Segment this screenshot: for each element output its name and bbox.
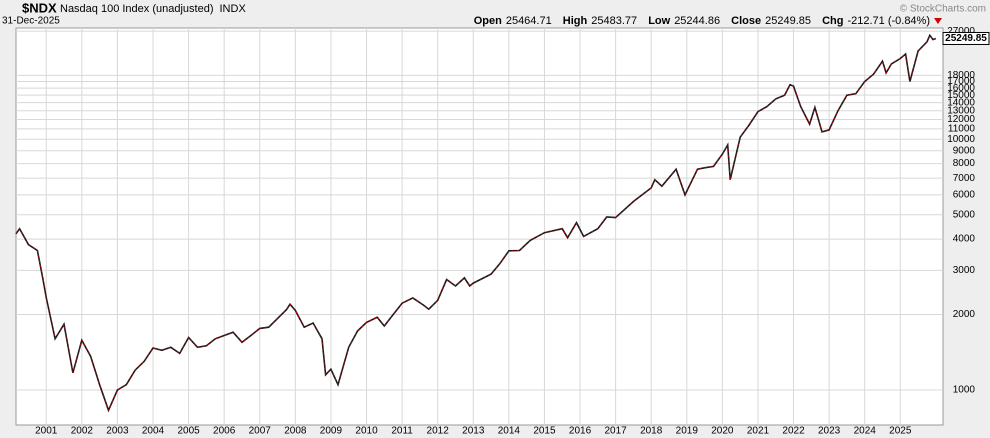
ohlc-value: 25483.77: [591, 15, 637, 27]
index-name: Nasdaq 100 Index (unadjusted) INDX: [60, 3, 246, 15]
date: 31-Dec-2025: [2, 16, 60, 27]
y-tick-label: 4000: [953, 234, 976, 245]
ohlc: Open 25464.71 High 25483.77 Low 25244.86 Cl…: [474, 15, 930, 27]
y-tick-label: 5000: [953, 209, 976, 220]
x-tick-label: 2022: [782, 426, 805, 437]
ohlc-value: -212.71 (-0.84%): [847, 15, 930, 27]
y-tick-label: 1000: [953, 385, 976, 396]
name: Nasdaq 100 Index (unadjusted): [60, 3, 214, 15]
y-tick-label: 14000: [947, 97, 975, 108]
y-tick-label: 15000: [947, 90, 975, 101]
ohlc-value: 25249.85: [765, 15, 811, 27]
x-tick-label: 2023: [818, 426, 841, 437]
y-tick-label: 16000: [947, 83, 975, 94]
x-tick-label: 2003: [106, 426, 129, 437]
y-tick-label: 18000: [947, 70, 975, 81]
y-tick-label: 10000: [947, 134, 975, 145]
plot-area: [15, 27, 944, 426]
y-tick-label: 12000: [947, 114, 975, 125]
x-tick-label: 2013: [462, 426, 485, 437]
ohlc-label: Open: [474, 15, 502, 27]
last-value-box: [942, 31, 990, 45]
price-line-shade: [15, 34, 937, 412]
x-tick-label: 2017: [604, 426, 627, 437]
x-tick-label: 2009: [320, 426, 343, 437]
x-tick-label: 2012: [427, 426, 450, 437]
exchange: INDX: [220, 3, 247, 15]
y-tick-label: 13000: [947, 105, 975, 116]
x-tick-label: 2001: [35, 426, 58, 437]
x-tick-label: 2014: [498, 426, 521, 437]
x-tick-label: 2015: [533, 426, 556, 437]
x-tick-label: 2011: [391, 426, 413, 437]
x-tick-label: 2004: [142, 426, 165, 437]
last-value-label: 25249.85: [945, 33, 987, 44]
y-tick-label: 7000: [953, 173, 976, 184]
x-tick-label: 2018: [640, 426, 663, 437]
y-tick-label: 2000: [953, 309, 976, 320]
x-tick-label: 2002: [71, 426, 94, 437]
y-tick-label: 6000: [953, 190, 976, 201]
x-tick-label: 2010: [355, 426, 378, 437]
symbol: $NDX: [22, 0, 57, 15]
x-tick-label: 2006: [213, 426, 236, 437]
ohlc-label: Chg: [822, 15, 843, 27]
x-tick-label: 2020: [711, 426, 734, 437]
ohlc-value: 25464.71: [506, 15, 552, 27]
y-tick-label: 27000: [947, 26, 975, 37]
x-tick-label: 2024: [854, 426, 877, 437]
x-tick-label: 2019: [676, 426, 699, 437]
y-tick-label: 3000: [953, 265, 976, 276]
y-tick-label: 9000: [953, 145, 976, 156]
y-tick-label: 17000: [947, 76, 975, 87]
ohlc-label: High: [563, 15, 588, 27]
y-tick-label: 8000: [953, 158, 976, 169]
x-tick-label: 2025: [889, 426, 912, 437]
ohlc-label: Close: [731, 15, 761, 27]
ohlc-value: 25244.86: [674, 15, 720, 27]
x-tick-label: 2007: [249, 426, 272, 437]
x-tick-label: 2005: [177, 426, 200, 437]
x-tick-label: 2021: [747, 426, 770, 437]
ohlc-label: Low: [648, 15, 670, 27]
x-tick-label: 2016: [569, 426, 592, 437]
watermark: © StockCharts.com: [900, 4, 986, 15]
down-arrow: [934, 18, 942, 24]
y-tick-label: 11000: [948, 124, 976, 135]
x-tick-label: 2008: [284, 426, 307, 437]
